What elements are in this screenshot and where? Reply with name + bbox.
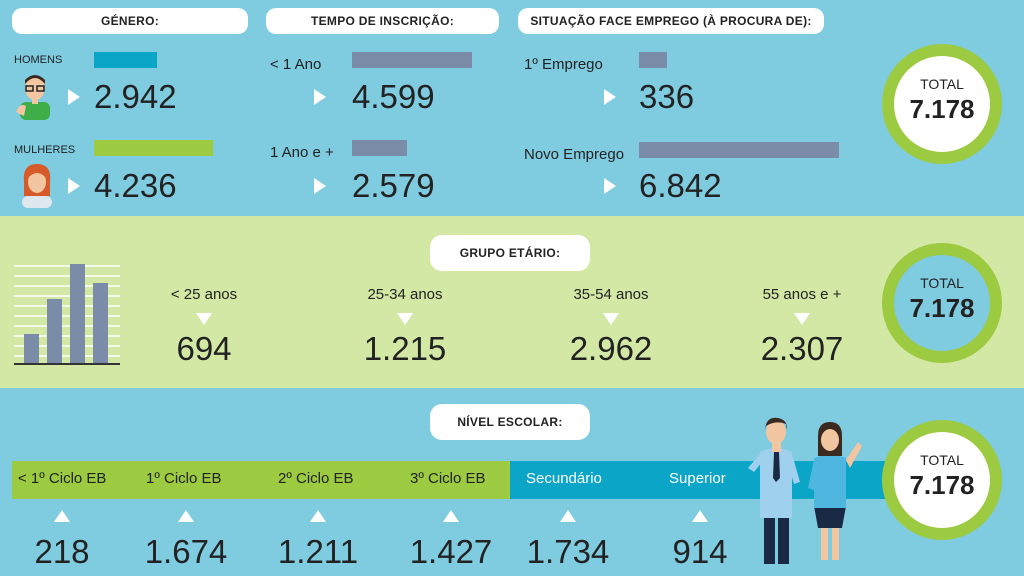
nivel-arrow-3-icon xyxy=(443,510,459,522)
grupo-title: GRUPO ETÁRIO: xyxy=(430,235,590,271)
nivel-label-4: Secundário xyxy=(526,470,602,487)
bar-chart-icon xyxy=(14,264,120,365)
total-label: TOTAL xyxy=(920,76,964,92)
situacao-a-label: 1º Emprego xyxy=(524,56,603,73)
tempo-a-value: 4.599 xyxy=(352,78,435,115)
grupo-label-2: 35-54 anos xyxy=(573,286,649,303)
grupo-value-3: 2.307 xyxy=(760,330,844,367)
grupo-arrow-0-icon xyxy=(196,313,212,325)
top-band xyxy=(0,0,1024,216)
tempo-b-label: 1 Ano e + xyxy=(270,144,334,161)
nivel-value-5: 914 xyxy=(672,533,728,570)
nivel-value-1: 1.674 xyxy=(144,533,228,570)
tempo-b-bar xyxy=(352,140,407,156)
homens-value: 2.942 xyxy=(94,78,177,115)
mulheres-value: 4.236 xyxy=(94,167,177,204)
situacao-b-value: 6.842 xyxy=(639,167,722,204)
mulheres-bar xyxy=(94,140,213,156)
nivel-label-3: 3º Ciclo EB xyxy=(410,470,486,487)
situacao-b-bar xyxy=(639,142,839,158)
nivel-value-0: 218 xyxy=(34,533,90,570)
genero-title: GÉNERO: xyxy=(12,8,248,34)
total-value: 7.178 xyxy=(909,293,975,323)
grupo-label-3: 55 anos e + xyxy=(762,286,842,303)
tempo-a-label: < 1 Ano xyxy=(270,56,322,73)
grupo-arrow-1-icon xyxy=(397,313,413,325)
homens-label: HOMENS xyxy=(14,54,63,66)
nivel-value-2: 1.211 xyxy=(277,533,359,570)
situacao-a-bar xyxy=(639,52,667,68)
mulheres-label: MULHERES xyxy=(14,144,76,156)
woman-avatar-icon xyxy=(22,164,52,208)
nivel-title: NÍVEL ESCOLAR: xyxy=(430,404,590,440)
total-value: 7.178 xyxy=(909,94,975,124)
nivel-arrow-2-icon xyxy=(310,510,326,522)
total-ring-middle: TOTAL 7.178 xyxy=(882,243,1002,363)
tempo-b-value: 2.579 xyxy=(352,167,435,204)
homens-bar xyxy=(94,52,157,68)
nivel-label-1: 1º Ciclo EB xyxy=(146,470,222,487)
tempo-a-bar xyxy=(352,52,472,68)
man-avatar-icon xyxy=(16,75,50,120)
grupo-value-0: 694 xyxy=(176,330,232,367)
grupo-value-1: 1.215 xyxy=(363,330,447,367)
grupo-label-0: < 25 anos xyxy=(170,286,238,303)
situacao-b-arrow-icon xyxy=(604,178,616,194)
total-ring-bottom: TOTAL 7.178 xyxy=(882,420,1002,540)
situacao-b-label: Novo Emprego xyxy=(524,146,625,163)
grupo-label-1: 25-34 anos xyxy=(367,286,443,303)
homens-arrow-icon xyxy=(68,89,80,105)
nivel-value-4: 1.734 xyxy=(526,533,610,570)
grupo-value-2: 2.962 xyxy=(569,330,653,367)
situacao-title: SITUAÇÃO FACE EMPREGO (À PROCURA DE): xyxy=(518,8,824,34)
couple-illustration-icon xyxy=(748,417,862,564)
grupo-arrow-2-icon xyxy=(603,313,619,325)
tempo-a-arrow-icon xyxy=(314,89,326,105)
total-ring-top: TOTAL 7.178 xyxy=(882,44,1002,164)
grupo-arrow-3-icon xyxy=(794,313,810,325)
nivel-arrow-1-icon xyxy=(178,510,194,522)
nivel-arrow-0-icon xyxy=(54,510,70,522)
mulheres-arrow-icon xyxy=(68,178,80,194)
total-value: 7.178 xyxy=(909,470,975,500)
nivel-arrow-4-icon xyxy=(560,510,576,522)
situacao-a-value: 336 xyxy=(639,78,695,115)
total-label: TOTAL xyxy=(920,275,964,291)
tempo-title: TEMPO DE INSCRIÇÃO: xyxy=(266,8,499,34)
education-basic-bar xyxy=(12,461,510,499)
situacao-a-arrow-icon xyxy=(604,89,616,105)
total-label: TOTAL xyxy=(920,452,964,468)
tempo-b-arrow-icon xyxy=(314,178,326,194)
nivel-arrow-5-icon xyxy=(692,510,708,522)
nivel-label-0: < 1º Ciclo EB xyxy=(18,470,107,487)
nivel-label-5: Superior xyxy=(669,470,726,487)
nivel-label-2: 2º Ciclo EB xyxy=(278,470,354,487)
nivel-value-3: 1.427 xyxy=(409,533,493,570)
